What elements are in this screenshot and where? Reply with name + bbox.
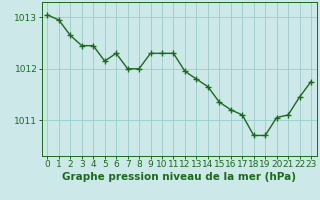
X-axis label: Graphe pression niveau de la mer (hPa): Graphe pression niveau de la mer (hPa) (62, 172, 296, 182)
